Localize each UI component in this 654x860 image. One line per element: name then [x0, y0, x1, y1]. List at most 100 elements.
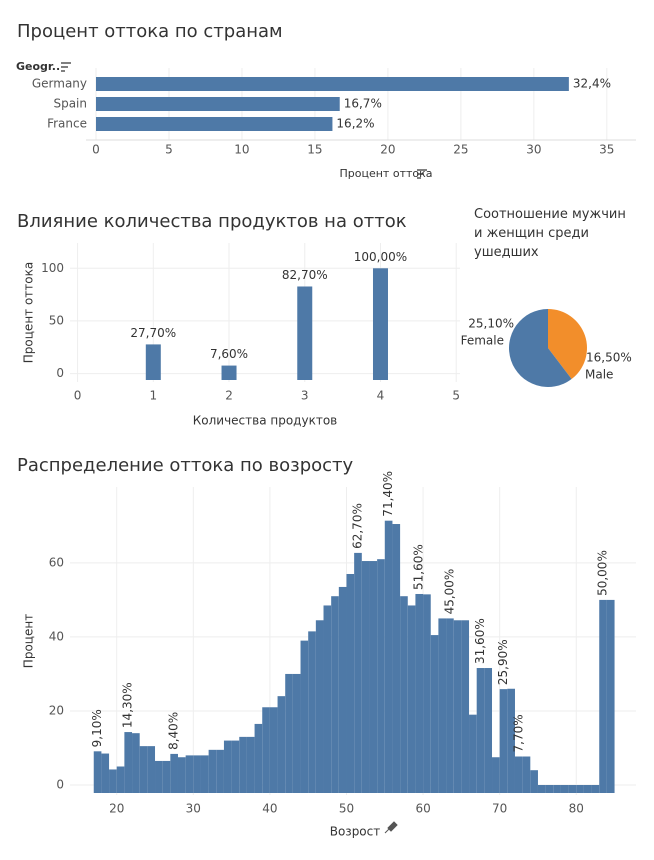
bar — [96, 77, 569, 91]
bar — [576, 785, 584, 793]
value-label: 51,60% — [412, 544, 426, 590]
axis-title: Процент оттока — [22, 262, 36, 363]
y-tick-label: 20 — [49, 703, 64, 717]
value-label: 27,70% — [130, 326, 176, 340]
value-label: 62,70% — [350, 503, 364, 549]
bar — [193, 755, 201, 793]
bar — [124, 732, 133, 793]
bar — [599, 599, 607, 793]
bar — [415, 593, 424, 793]
bar — [221, 365, 237, 380]
bar — [514, 756, 523, 793]
bar — [568, 785, 577, 793]
chart-title: Влияние количества продуктов на отток — [17, 211, 407, 232]
x-tick-label: 30 — [526, 143, 541, 157]
x-tick-label: 3 — [301, 389, 309, 403]
chart-title: Распределение оттока по возросту — [17, 455, 354, 476]
x-tick-label: 0 — [92, 143, 100, 157]
bar — [369, 561, 378, 793]
value-label: 8,40% — [167, 712, 181, 750]
bar — [484, 668, 493, 793]
value-label: 82,70% — [282, 268, 328, 282]
x-tick-label: 15 — [307, 143, 322, 157]
x-tick-label: 35 — [599, 143, 614, 157]
value-label: 50,00% — [596, 550, 610, 596]
value-label: 25,90% — [496, 639, 510, 685]
bar — [297, 286, 313, 380]
bar — [354, 552, 362, 793]
bar — [338, 586, 347, 793]
value-label: 16,2% — [336, 117, 374, 131]
bar — [560, 785, 569, 793]
bar — [361, 561, 370, 793]
bar — [132, 733, 140, 793]
x-tick-label: 30 — [186, 802, 201, 816]
value-label: 9,10% — [90, 709, 104, 747]
y-tick-label: 0 — [56, 778, 64, 792]
bar — [223, 740, 232, 793]
bar — [147, 746, 156, 793]
x-tick-label: 5 — [452, 389, 460, 403]
bar — [300, 640, 309, 793]
bar — [216, 749, 224, 793]
bar — [331, 596, 339, 793]
bar — [162, 760, 171, 793]
bar — [469, 714, 477, 793]
bar — [208, 749, 217, 793]
value-label: 45,00% — [442, 569, 456, 615]
bar — [323, 605, 332, 793]
sort-icon[interactable] — [417, 169, 427, 179]
x-tick-label: 10 — [234, 143, 249, 157]
bar — [262, 707, 270, 793]
bar — [423, 594, 431, 793]
bar — [583, 785, 592, 793]
bar — [116, 766, 125, 793]
value-label: 31,60% — [473, 618, 487, 664]
value-label: 16,50% — [586, 351, 632, 365]
bar — [177, 757, 186, 793]
bar — [438, 618, 447, 793]
x-tick-label: 50 — [339, 802, 354, 816]
bar — [109, 769, 117, 793]
category-label: Spain — [53, 97, 87, 111]
category-label: Germany — [32, 77, 87, 91]
bar — [545, 785, 554, 793]
value-label: 7,60% — [210, 347, 248, 361]
bar — [384, 520, 393, 793]
value-label: 7,70% — [511, 714, 525, 752]
bar — [285, 673, 293, 793]
bar — [246, 736, 255, 793]
axis-title: Geogr.. — [16, 60, 60, 73]
pin-icon[interactable] — [384, 821, 398, 834]
bar — [269, 707, 278, 793]
bar — [155, 760, 163, 793]
bar — [96, 117, 333, 131]
bar — [101, 753, 110, 793]
value-label: 71,40% — [381, 471, 395, 517]
bar — [372, 268, 388, 380]
bar — [492, 757, 500, 793]
pie-slice — [509, 309, 572, 387]
sort-icon[interactable] — [61, 62, 71, 72]
bar — [430, 635, 439, 793]
value-label: 14,30% — [121, 682, 135, 728]
bar — [185, 755, 194, 793]
bar — [145, 344, 161, 380]
bar — [400, 596, 408, 793]
axis-title: Процент оттока — [340, 167, 433, 180]
axis-title: Процент — [22, 614, 36, 668]
y-tick-label: 50 — [49, 313, 64, 327]
y-tick-label: 0 — [56, 366, 64, 380]
value-label: 32,4% — [573, 77, 611, 91]
bar — [392, 524, 401, 793]
bar — [461, 620, 470, 793]
x-tick-label: 80 — [569, 802, 584, 816]
bar — [446, 618, 454, 793]
bar — [170, 753, 178, 793]
x-tick-label: 1 — [149, 389, 157, 403]
pie-slice — [548, 309, 587, 380]
bar — [200, 755, 209, 793]
bar — [606, 599, 615, 793]
